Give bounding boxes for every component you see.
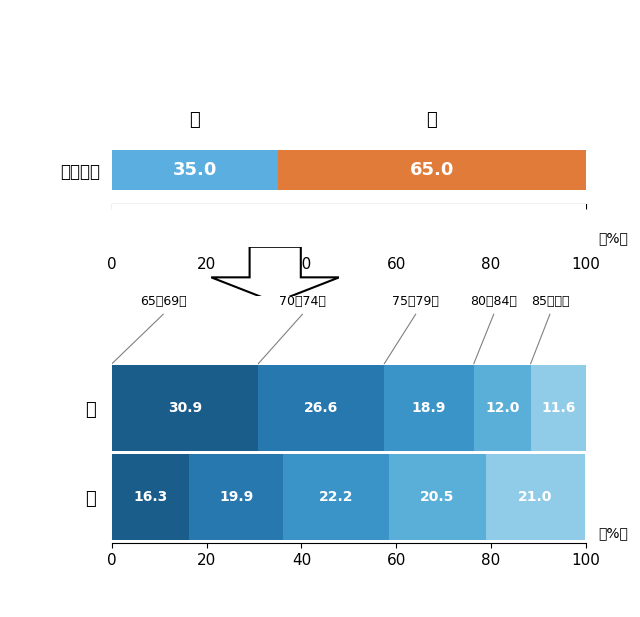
Text: 80～84歳: 80～84歳	[470, 295, 517, 308]
Text: 65.0: 65.0	[410, 161, 454, 179]
Bar	[531, 365, 586, 451]
Bar	[112, 454, 189, 540]
Text: 65～69歳: 65～69歳	[140, 295, 186, 308]
Bar	[259, 365, 385, 451]
Text: 30.9: 30.9	[168, 401, 202, 415]
Text: 21.0: 21.0	[518, 490, 552, 504]
Text: 12.0: 12.0	[485, 401, 520, 415]
Text: 19.9: 19.9	[219, 490, 253, 504]
Text: （%）: （%）	[598, 231, 628, 246]
Text: 22.2: 22.2	[319, 490, 353, 504]
Text: 35.0: 35.0	[173, 161, 217, 179]
Text: （%）: （%）	[598, 526, 628, 540]
Bar	[189, 454, 284, 540]
Text: 26.6: 26.6	[304, 401, 339, 415]
Bar	[278, 150, 586, 190]
Text: 女: 女	[426, 110, 437, 129]
Text: 18.9: 18.9	[412, 401, 446, 415]
Text: 70～74歳: 70～74歳	[279, 295, 326, 308]
Text: 11.6: 11.6	[541, 401, 575, 415]
Text: 男: 男	[189, 110, 200, 129]
Text: 20.5: 20.5	[420, 490, 454, 504]
Text: 75～79歳: 75～79歳	[392, 295, 439, 308]
Bar	[474, 365, 531, 451]
Polygon shape	[211, 247, 339, 302]
Bar	[486, 454, 585, 540]
Bar	[385, 365, 474, 451]
Text: 85歳以上: 85歳以上	[531, 295, 569, 308]
Bar	[112, 365, 259, 451]
Bar	[284, 454, 388, 540]
Bar	[388, 454, 486, 540]
Text: 16.3: 16.3	[134, 490, 168, 504]
Bar	[112, 150, 278, 190]
